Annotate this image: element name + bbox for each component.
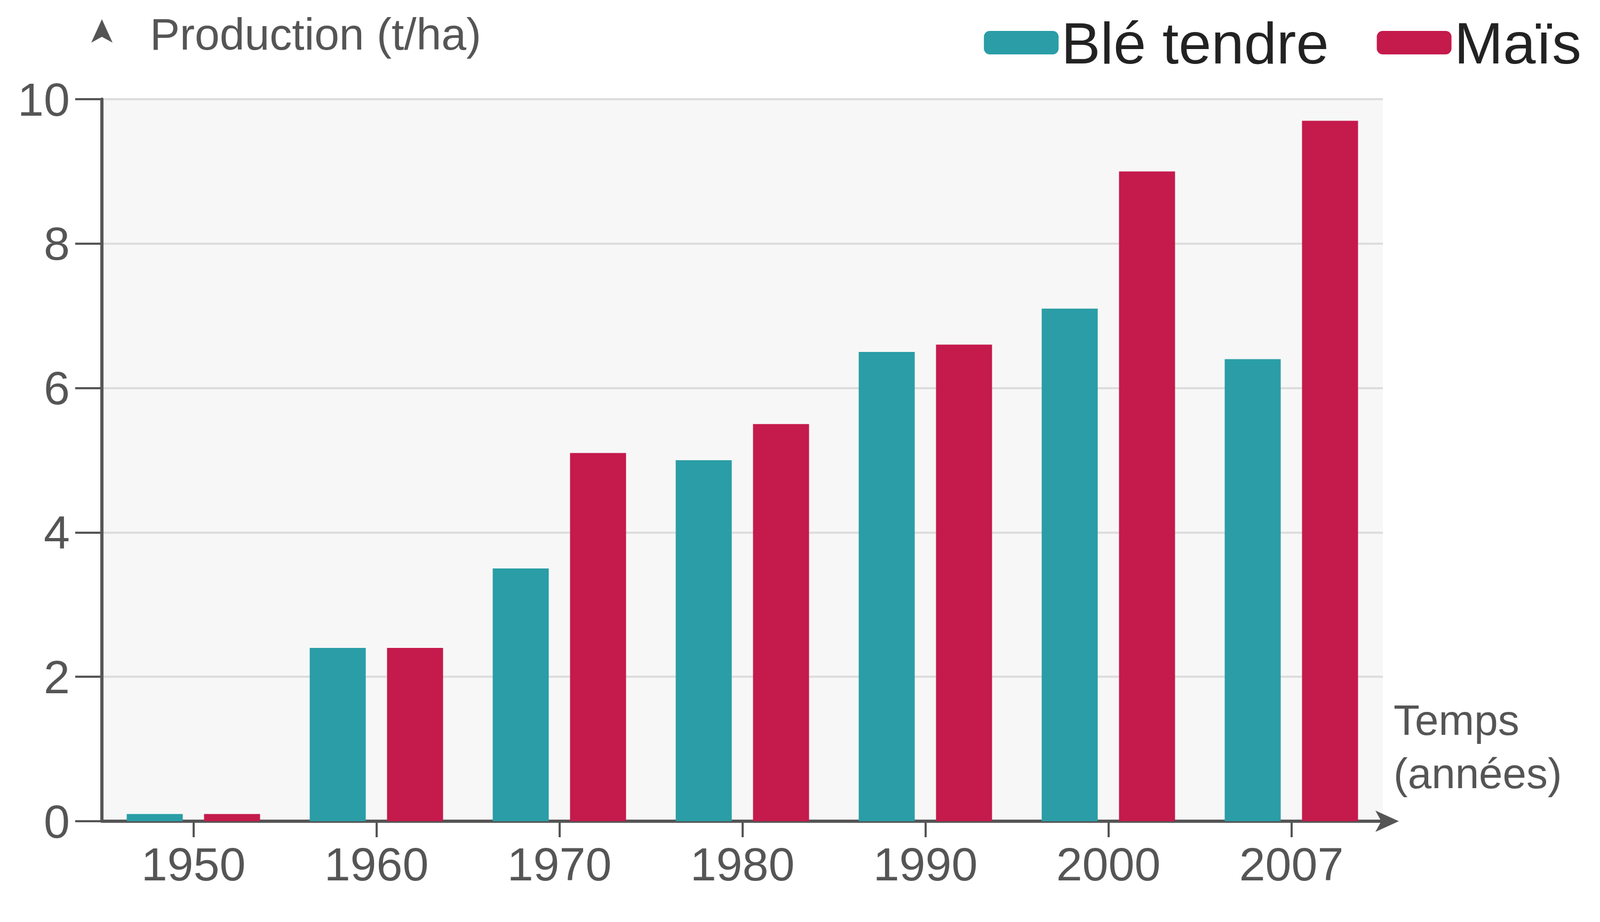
svg-text:(années): (années) bbox=[1393, 750, 1563, 798]
svg-text:1980: 1980 bbox=[690, 838, 795, 891]
svg-text:2000: 2000 bbox=[1056, 838, 1161, 891]
svg-text:1960: 1960 bbox=[324, 838, 429, 891]
svg-text:1990: 1990 bbox=[873, 838, 978, 891]
svg-text:1970: 1970 bbox=[507, 838, 612, 891]
svg-text:1950: 1950 bbox=[141, 838, 246, 891]
svg-text:6: 6 bbox=[43, 361, 70, 415]
svg-text:Production (t/ha): Production (t/ha) bbox=[149, 9, 482, 60]
svg-text:2: 2 bbox=[43, 650, 70, 704]
svg-text:0: 0 bbox=[43, 795, 70, 849]
svg-text:10: 10 bbox=[17, 73, 70, 126]
svg-text:Blé tendre: Blé tendre bbox=[1061, 10, 1329, 76]
svg-text:Temps: Temps bbox=[1393, 696, 1520, 745]
svg-text:Maïs: Maïs bbox=[1454, 10, 1582, 76]
svg-text:4: 4 bbox=[43, 506, 70, 560]
svg-text:8: 8 bbox=[43, 217, 70, 270]
svg-text:2007: 2007 bbox=[1239, 838, 1344, 891]
